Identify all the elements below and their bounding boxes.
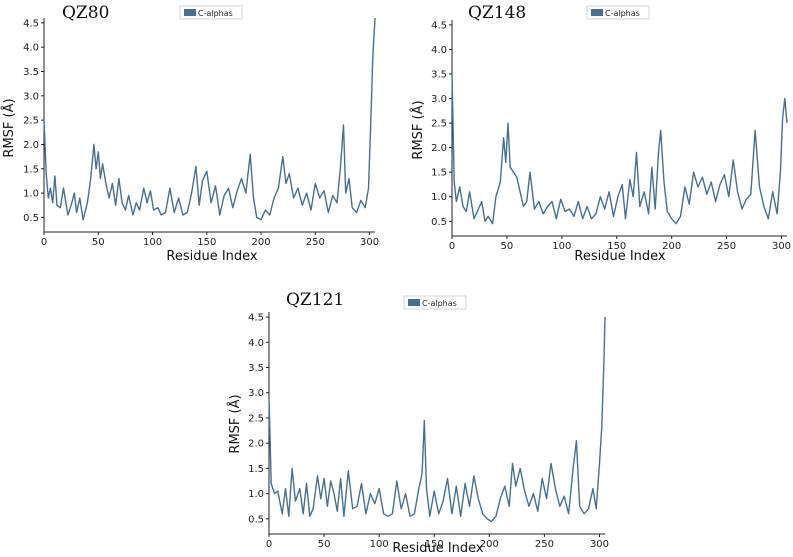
y-tick-label: 0.5 bbox=[431, 217, 447, 228]
x-tick-label: 200 bbox=[662, 241, 681, 252]
panel-title: QZ121 bbox=[286, 290, 344, 310]
x-tick-label: 200 bbox=[480, 539, 499, 550]
legend: C-alphas bbox=[403, 295, 467, 310]
x-tick-label: 250 bbox=[306, 237, 325, 248]
x-tick-label: 100 bbox=[552, 241, 571, 252]
y-tick-label: 2.5 bbox=[431, 119, 447, 130]
x-tick-label: 300 bbox=[772, 241, 791, 252]
panel-title: QZ148 bbox=[468, 3, 526, 23]
x-tick-label: 200 bbox=[252, 237, 271, 248]
y-tick-label: 2.5 bbox=[23, 116, 39, 127]
x-tick-label: 50 bbox=[92, 237, 105, 248]
legend-swatch bbox=[184, 9, 196, 16]
x-tick-label: 100 bbox=[370, 539, 389, 550]
x-tick-label: 250 bbox=[717, 241, 736, 252]
y-tick-label: 1.5 bbox=[23, 164, 39, 175]
x-axis-label: Residue Index bbox=[392, 541, 484, 556]
y-tick-label: 1.0 bbox=[431, 192, 447, 203]
x-tick-label: 150 bbox=[197, 237, 216, 248]
x-tick-label: 0 bbox=[449, 241, 455, 252]
legend-label: C-alphas bbox=[422, 299, 457, 308]
series-line-c-alphas bbox=[268, 316, 606, 523]
rmsf-panel-qz148: QZ148 C-alphas 0.5 1.0 1.5 2.0 2.5 3.0 3.5 4.0 4… bbox=[410, 3, 791, 264]
rmsf-panel-qz80: QZ80 C-alphas 0.5 1.0 1.5 2.0 2.5 3.0 3.5 4.0 4.… bbox=[1, 3, 379, 264]
panel-title: QZ80 bbox=[62, 3, 109, 23]
y-tick-label: 4.5 bbox=[431, 20, 447, 31]
y-tick-label: 2.5 bbox=[248, 413, 264, 424]
y-tick-label: 4.5 bbox=[23, 18, 39, 29]
y-tick-label: 2.0 bbox=[248, 439, 264, 450]
x-tick-label: 300 bbox=[360, 237, 379, 248]
y-tick-label: 1.5 bbox=[431, 168, 447, 179]
y-tick-label: 4.0 bbox=[23, 43, 39, 54]
y-tick-label: 1.0 bbox=[23, 189, 39, 200]
y-tick-label: 4.0 bbox=[248, 338, 264, 349]
y-tick-label: 3.5 bbox=[23, 67, 39, 78]
y-tick-label: 2.0 bbox=[431, 143, 447, 154]
y-tick-label: 0.5 bbox=[23, 213, 39, 224]
y-tick-label: 3.0 bbox=[248, 388, 264, 399]
y-tick-label: 1.5 bbox=[248, 464, 264, 475]
y-tick-label: 3.5 bbox=[431, 70, 447, 81]
x-tick-label: 100 bbox=[143, 237, 162, 248]
x-axis-label: Residue Index bbox=[166, 249, 258, 264]
x-axis-label: Residue Index bbox=[574, 249, 666, 264]
legend-label: C-alphas bbox=[198, 9, 233, 18]
x-tick-label: 150 bbox=[607, 241, 626, 252]
y-tick-label: 3.5 bbox=[248, 363, 264, 374]
x-tick-label: 0 bbox=[266, 539, 272, 550]
x-tick-label: 300 bbox=[590, 539, 609, 550]
series-line-c-alphas bbox=[43, 17, 376, 221]
legend-swatch bbox=[408, 299, 420, 306]
y-axis-label: RMSF (Å) bbox=[227, 394, 243, 453]
y-axis-label: RMSF (Å) bbox=[1, 98, 17, 157]
y-tick-label: 2.0 bbox=[23, 140, 39, 151]
x-tick-label: 50 bbox=[501, 241, 514, 252]
y-axis-label: RMSF (Å) bbox=[410, 100, 426, 159]
legend: C-alphas bbox=[586, 5, 650, 20]
series-line-c-alphas bbox=[451, 73, 788, 225]
x-tick-label: 150 bbox=[425, 539, 444, 550]
legend-swatch bbox=[591, 9, 603, 16]
legend-label: C-alphas bbox=[605, 9, 640, 18]
y-tick-label: 4.0 bbox=[431, 45, 447, 56]
y-tick-label: 0.5 bbox=[248, 514, 264, 525]
y-tick-label: 4.5 bbox=[248, 313, 264, 324]
rmsf-panel-qz121: QZ121 C-alphas 0.5 1.0 1.5 2.0 2.5 3.0 3.5 4.0 4… bbox=[227, 290, 609, 556]
x-tick-label: 250 bbox=[535, 539, 554, 550]
x-tick-label: 0 bbox=[41, 237, 47, 248]
legend: C-alphas bbox=[179, 5, 243, 20]
x-tick-label: 50 bbox=[318, 539, 331, 550]
y-tick-label: 1.0 bbox=[248, 489, 264, 500]
y-tick-label: 3.0 bbox=[431, 94, 447, 105]
y-tick-label: 3.0 bbox=[23, 91, 39, 102]
